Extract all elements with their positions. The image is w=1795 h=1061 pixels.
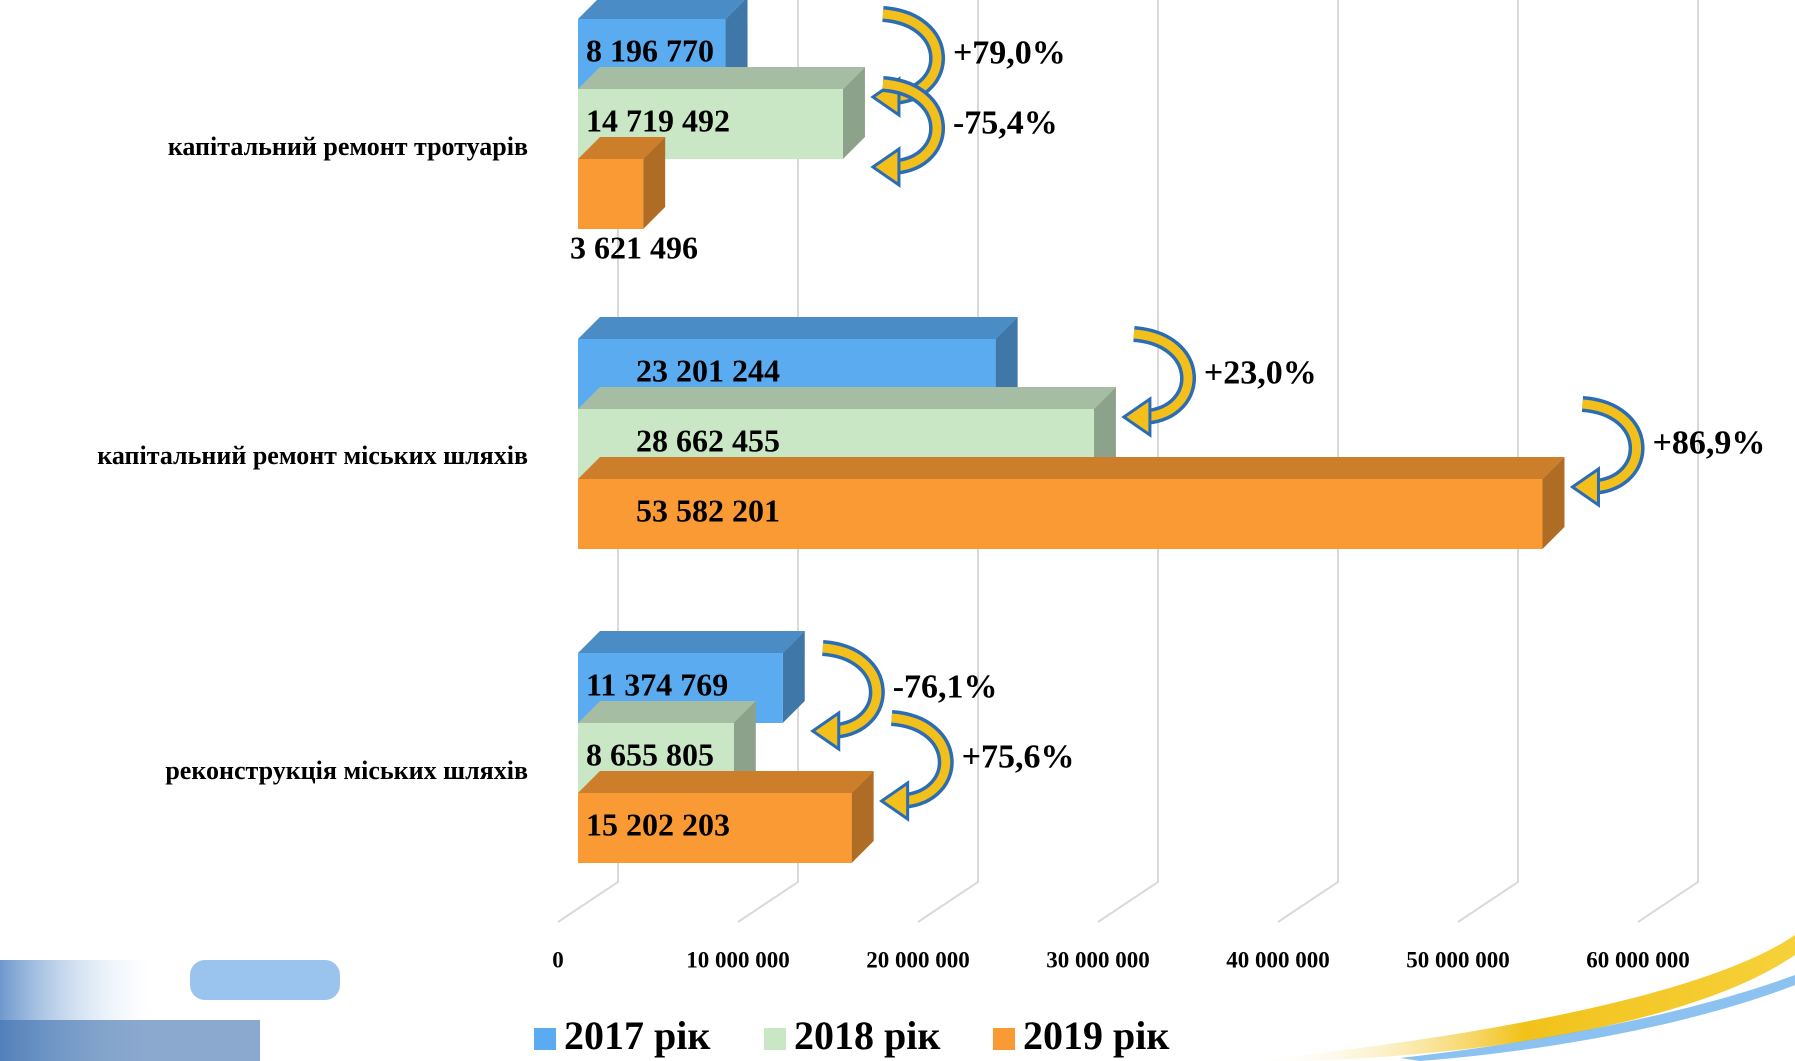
value-label: 28 662 455 [636,422,780,458]
x-tick-label: 20 000 000 [866,947,970,972]
bar-top [578,457,1564,479]
bar-top [578,317,1018,339]
value-label: 8 196 770 [586,32,714,68]
chart: 0 10 000 000 20 000 000 30 000 000 40 000 00… [0,0,1795,1061]
legend-label: 2018 рік [794,1013,940,1058]
value-label: 3 621 496 [570,229,698,265]
arrow-head [813,713,839,749]
annotation: +75,6% [962,738,1075,775]
bar-top [578,67,865,89]
category-label: капітальний ремонт міських шляхів [97,441,528,470]
legend-label: 2017 рік [564,1013,710,1058]
annotation: +86,9% [1652,424,1765,461]
x-tick-label: 10 000 000 [686,947,790,972]
bar-top [578,631,805,653]
category-label: реконструкція міських шляхів [165,756,528,785]
annotation: +23,0% [1204,354,1317,391]
bar-top [578,701,756,723]
x-tick-label: 0 [552,947,564,972]
bar [578,159,643,229]
value-label: 53 582 201 [636,492,780,528]
value-label: 11 374 769 [586,666,728,702]
bar-top [578,0,748,19]
value-label: 8 655 805 [586,736,714,772]
bar-top [578,387,1116,409]
annotation: -75,4% [953,104,1058,141]
legend-swatch [993,1028,1015,1050]
x-tick-label: 50 000 000 [1406,947,1510,972]
annotation: -76,1% [893,668,998,705]
x-tick-label: 40 000 000 [1226,947,1330,972]
annotation: +79,0% [953,34,1066,71]
value-label: 14 719 492 [586,102,730,138]
legend-label: 2019 рік [1023,1013,1169,1058]
x-tick-label: 30 000 000 [1046,947,1150,972]
arrow-head [1572,469,1598,505]
arrow-head [1124,399,1150,435]
legend-swatch [534,1028,556,1050]
arrow-head [882,783,908,819]
value-label: 23 201 244 [636,352,780,388]
x-tick-label: 60 000 000 [1586,947,1690,972]
category-label: капітальний ремонт тротуарів [168,132,528,161]
value-label: 15 202 203 [586,806,730,842]
bar-top [578,771,874,793]
arrow-head [873,149,899,185]
legend-swatch [764,1028,786,1050]
